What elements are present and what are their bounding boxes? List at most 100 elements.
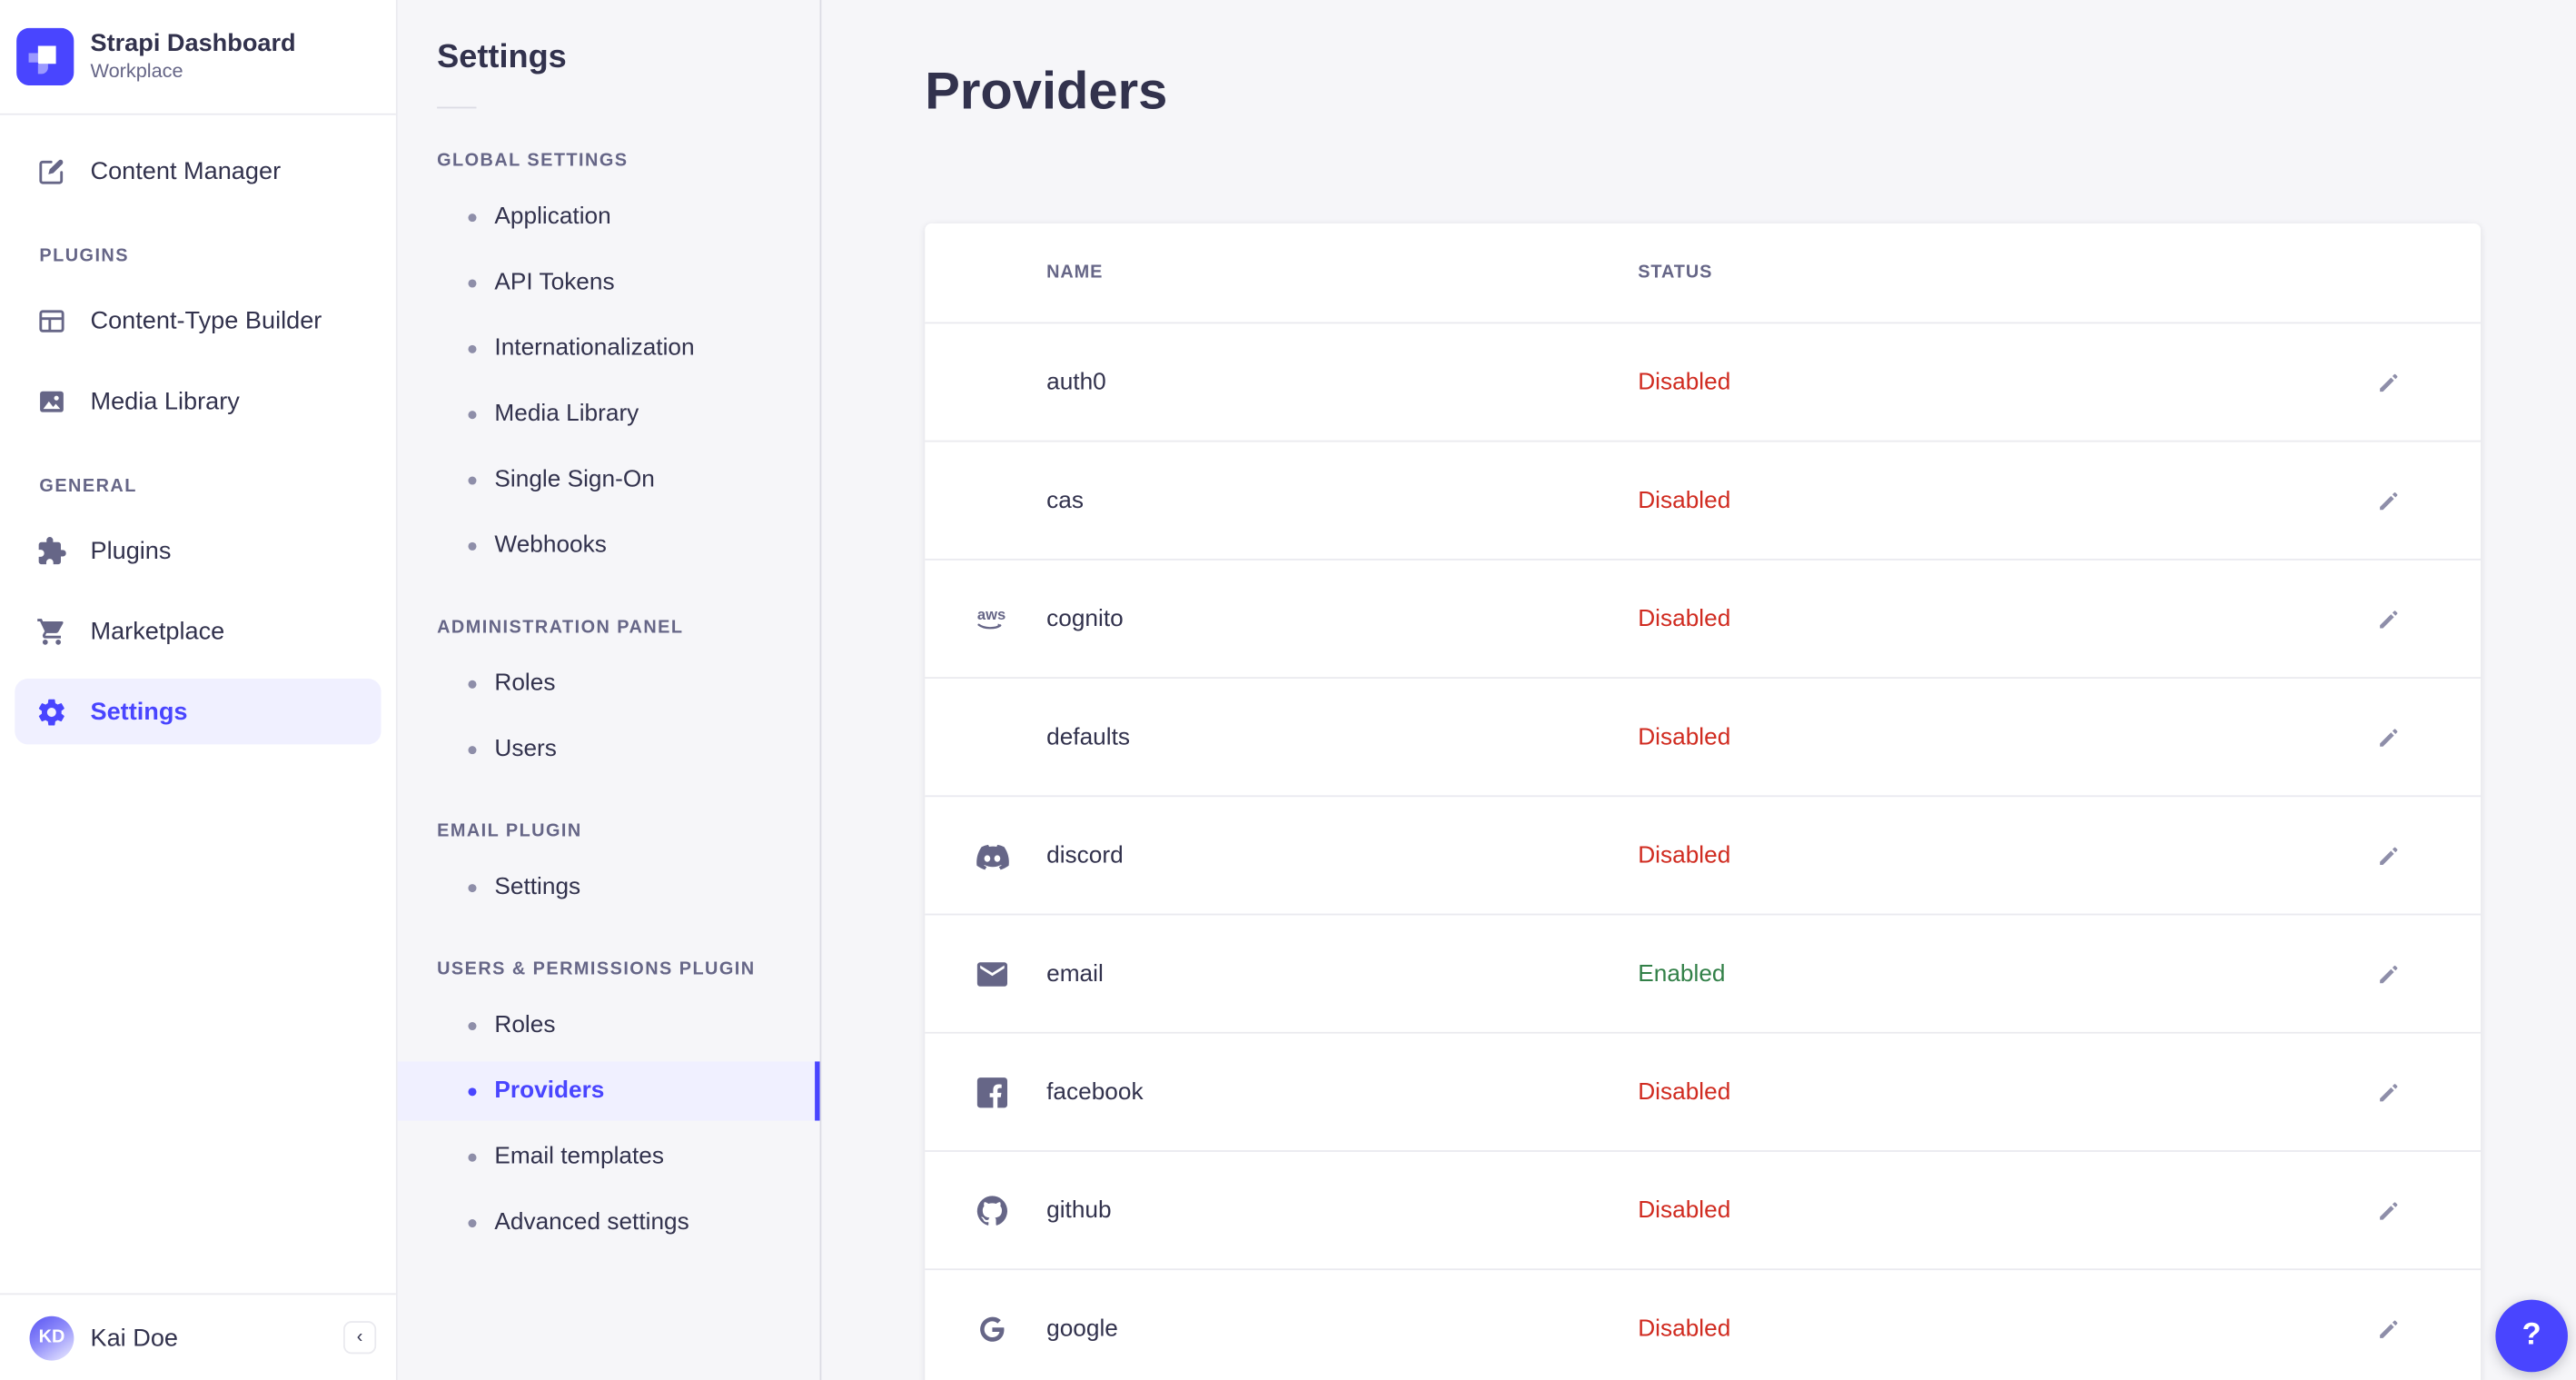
sidebar-item-marketplace[interactable]: Marketplace — [15, 598, 381, 663]
sidebar-footer: KD Kai Doe ‹ — [0, 1293, 396, 1380]
column-header-name: NAME — [1046, 263, 1104, 283]
edit-provider-button[interactable] — [2369, 481, 2408, 520]
app-title: Strapi Dashboard — [90, 29, 296, 58]
page-title: Providers — [925, 60, 1168, 121]
edit-provider-button[interactable] — [2369, 1072, 2408, 1111]
avatar[interactable]: KD — [29, 1315, 74, 1360]
table-row: discord Disabled — [925, 797, 2482, 916]
edit-provider-button[interactable] — [2369, 1190, 2408, 1229]
table-row: google Disabled — [925, 1270, 2481, 1380]
settings-nav-item-advanced-settings[interactable]: Advanced settings — [398, 1193, 820, 1252]
settings-nav-item-single-sign-on[interactable]: Single Sign-On — [398, 451, 820, 510]
settings-nav-item-label: Roles — [494, 1012, 556, 1039]
settings-nav-item-roles[interactable]: Roles — [398, 654, 820, 713]
edit-provider-button[interactable] — [2369, 954, 2408, 993]
divider — [437, 106, 477, 109]
settings-nav-item-application[interactable]: Application — [398, 187, 820, 246]
settings-nav-item-label: Single Sign-On — [494, 466, 655, 493]
edit-provider-button[interactable] — [2369, 599, 2408, 638]
table-header: NAME STATUS — [925, 223, 2482, 324]
settings-sidebar-title: Settings — [437, 39, 567, 76]
provider-name: cas — [1046, 487, 1084, 514]
sidebar-item-label: Content-Type Builder — [90, 306, 322, 335]
provider-status: Disabled — [1638, 723, 1731, 750]
provider-status: Disabled — [1638, 487, 1731, 514]
bullet-icon — [468, 745, 477, 754]
nav-section-label: PLUGINS — [39, 246, 129, 267]
settings-nav-item-label: Internationalization — [494, 334, 695, 362]
plugins-icon — [36, 535, 67, 566]
settings-nav-item-roles[interactable]: Roles — [398, 996, 820, 1055]
table-row: cas Disabled — [925, 442, 2482, 561]
table-row: email Enabled — [925, 915, 2482, 1034]
settings-nav-item-webhooks[interactable]: Webhooks — [398, 516, 820, 575]
sidebar-item-content-type-builder[interactable]: Content-Type Builder — [15, 288, 381, 353]
settings-icon — [36, 696, 67, 727]
provider-name: email — [1046, 960, 1104, 988]
sidebar-item-label: Media Library — [90, 386, 240, 415]
settings-nav-item-users[interactable]: Users — [398, 720, 820, 779]
provider-name: discord — [1046, 841, 1124, 869]
bullet-icon — [468, 1218, 477, 1227]
bullet-icon — [468, 410, 477, 419]
edit-provider-button[interactable] — [2369, 1310, 2408, 1349]
sidebar-nav: Content Manager PLUGINS Content-Type Build… — [0, 138, 396, 745]
settings-nav-item-media-library[interactable]: Media Library — [398, 384, 820, 443]
table-row: aws cognito Disabled — [925, 561, 2482, 679]
provider-status: Disabled — [1638, 841, 1731, 869]
workspace-switcher[interactable]: Strapi Dashboard Workplace — [0, 0, 396, 115]
bullet-icon — [468, 278, 477, 287]
sidebar-item-label: Marketplace — [90, 617, 225, 645]
edit-provider-button[interactable] — [2369, 717, 2408, 756]
settings-nav-item-settings[interactable]: Settings — [398, 858, 820, 917]
settings-nav-item-email-templates[interactable]: Email templates — [398, 1127, 820, 1186]
provider-name: auth0 — [1046, 369, 1106, 395]
sidebar-item-label: Plugins — [90, 536, 172, 565]
table-row: auth0 Disabled — [925, 323, 2482, 442]
edit-provider-button[interactable] — [2369, 836, 2408, 875]
edit-provider-button[interactable] — [2369, 362, 2408, 402]
bullet-icon — [468, 1021, 477, 1030]
settings-nav-item-label: Users — [494, 736, 557, 763]
collapse-sidebar-button[interactable]: ‹ — [343, 1321, 377, 1355]
provider-name: google — [1046, 1315, 1118, 1343]
bullet-icon — [468, 475, 477, 484]
marketplace-icon — [36, 615, 67, 646]
settings-section-label: USERS & PERMISSIONS PLUGIN — [437, 959, 756, 979]
main-sidebar: Strapi Dashboard Workplace Content Manag… — [0, 0, 398, 1380]
provider-status: Disabled — [1638, 1196, 1731, 1224]
settings-section-label: ADMINISTRATION PANEL — [437, 618, 684, 638]
svg-text:aws: aws — [977, 605, 1006, 622]
table-row: facebook Disabled — [925, 1034, 2482, 1152]
table-row: github Disabled — [925, 1152, 2482, 1271]
main-content: Providers NAME STATUS auth0 Disabled cas Di… — [823, 0, 2576, 1380]
sidebar-item-media-library[interactable]: Media Library — [15, 368, 381, 433]
bullet-icon — [468, 541, 477, 551]
settings-nav-item-internationalization[interactable]: Internationalization — [398, 319, 820, 378]
settings-nav-item-label: Media Library — [494, 401, 639, 428]
bullet-icon — [468, 1087, 477, 1096]
facebook-icon — [975, 1074, 1011, 1110]
provider-name: facebook — [1046, 1078, 1144, 1106]
settings-section-label: GLOBAL SETTINGS — [437, 151, 629, 172]
settings-nav-item-api-tokens[interactable]: API Tokens — [398, 253, 820, 313]
no-icon — [975, 719, 1011, 755]
sidebar-item-settings[interactable]: Settings — [15, 678, 381, 745]
settings-nav-item-label: API Tokens — [494, 269, 615, 296]
no-icon — [975, 364, 1011, 401]
provider-status: Disabled — [1638, 1078, 1731, 1106]
help-button[interactable]: ? — [2495, 1299, 2568, 1373]
sidebar-item-plugins[interactable]: Plugins — [15, 518, 381, 583]
provider-name: cognito — [1046, 605, 1124, 632]
email-icon — [975, 956, 1011, 992]
settings-nav: GLOBAL SETTINGS Application API Tokens Inte… — [397, 151, 820, 1252]
settings-section-label: EMAIL PLUGIN — [437, 821, 582, 842]
table-body: auth0 Disabled cas Disabled aws cognito Disabl… — [925, 323, 2482, 1380]
settings-nav-item-providers[interactable]: Providers — [397, 1061, 820, 1121]
aws-icon: aws — [975, 601, 1011, 637]
settings-nav-item-label: Advanced settings — [494, 1209, 689, 1236]
user-name[interactable]: Kai Doe — [90, 1323, 179, 1352]
settings-nav-item-label: Roles — [494, 670, 556, 697]
sidebar-item-content-manager[interactable]: Content Manager — [15, 138, 381, 204]
